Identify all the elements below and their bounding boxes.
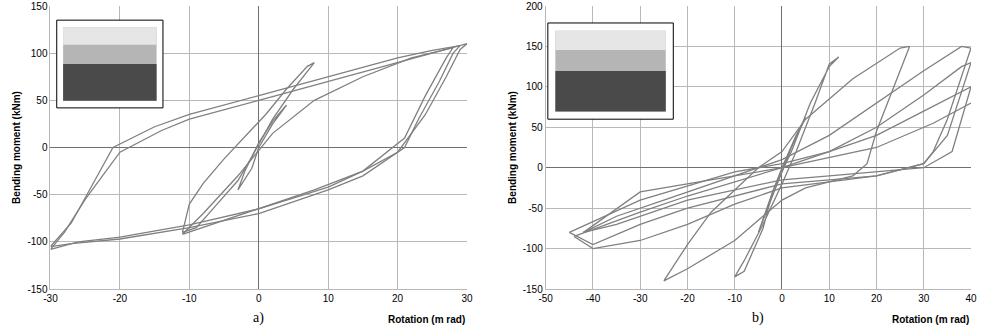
svg-text:b): b) — [752, 310, 764, 326]
svg-text:0: 0 — [779, 293, 785, 304]
svg-text:-50: -50 — [538, 293, 553, 304]
svg-text:-50: -50 — [33, 189, 48, 200]
svg-text:-30: -30 — [43, 293, 58, 304]
svg-text:150: 150 — [31, 1, 48, 12]
svg-text:-100: -100 — [27, 236, 47, 247]
svg-text:-20: -20 — [680, 293, 695, 304]
svg-text:30: 30 — [461, 293, 473, 304]
svg-text:20: 20 — [871, 293, 883, 304]
svg-text:-40: -40 — [586, 293, 601, 304]
svg-text:50: 50 — [532, 122, 544, 133]
svg-text:150: 150 — [526, 41, 543, 52]
svg-text:-20: -20 — [113, 293, 128, 304]
svg-text:-50: -50 — [528, 203, 543, 214]
svg-text:10: 10 — [323, 293, 335, 304]
svg-text:100: 100 — [31, 48, 48, 59]
svg-text:0: 0 — [42, 142, 48, 153]
svg-text:10: 10 — [824, 293, 836, 304]
svg-text:30: 30 — [918, 293, 930, 304]
svg-text:50: 50 — [36, 95, 48, 106]
svg-text:200: 200 — [526, 1, 543, 12]
svg-text:100: 100 — [526, 81, 543, 92]
svg-text:0: 0 — [256, 293, 262, 304]
svg-text:a): a) — [253, 310, 264, 326]
svg-text:-30: -30 — [633, 293, 648, 304]
svg-text:-10: -10 — [182, 293, 197, 304]
svg-text:Bending moment (kNm): Bending moment (kNm) — [11, 91, 22, 204]
svg-text:Bending moment (kNm): Bending moment (kNm) — [507, 91, 518, 204]
svg-text:40: 40 — [965, 293, 977, 304]
svg-text:Rotation (m rad): Rotation (m rad) — [892, 314, 969, 325]
svg-text:Rotation (m rad): Rotation (m rad) — [388, 314, 465, 325]
svg-text:-100: -100 — [523, 243, 543, 254]
svg-text:20: 20 — [392, 293, 404, 304]
svg-text:-150: -150 — [523, 284, 543, 295]
svg-text:0: 0 — [537, 162, 543, 173]
svg-text:-150: -150 — [27, 284, 47, 295]
svg-text:-10: -10 — [727, 293, 742, 304]
